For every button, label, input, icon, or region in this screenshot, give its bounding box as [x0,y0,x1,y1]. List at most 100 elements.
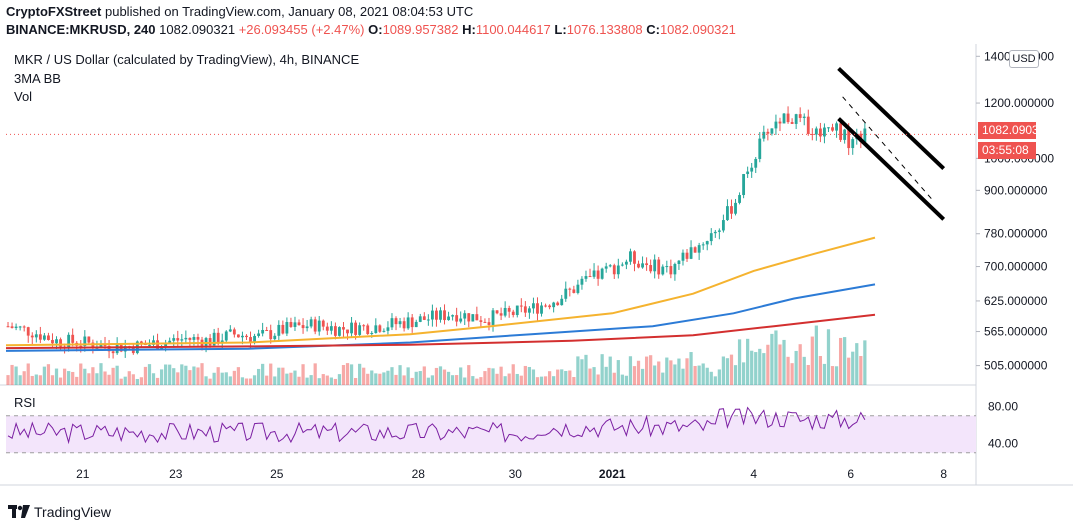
candle-body [22,326,26,328]
time-tick-label: 8 [940,467,947,481]
candle-body [519,305,523,307]
publisher-name[interactable]: CryptoFXStreet [6,4,102,19]
indicator-label[interactable]: 3MA BB [14,71,61,86]
candle-body [624,261,628,265]
price-tick-label: 780.000000 [984,227,1048,241]
volume-bar [628,356,633,385]
volume-bar [640,368,645,385]
candle-body [51,339,54,344]
candle-body [55,339,58,344]
candle-body [285,322,289,334]
candle-body [766,131,770,134]
current-price-tag: 1082.090321 [978,122,1052,139]
candle-body [839,123,843,140]
candle-body [507,307,511,312]
volume-bar [596,374,600,385]
candle-body [734,202,737,214]
candle-body [556,302,560,306]
candle-body [261,330,265,334]
volume-bar [42,366,47,385]
volume-bar [543,376,548,385]
candle-body [71,334,75,343]
volume-bar [333,378,338,385]
candle-body [600,268,604,279]
volume-bar [463,377,467,385]
volume-bar [499,366,503,385]
volume-bar [313,363,317,385]
candle-body [115,343,119,354]
candle-body [786,113,790,123]
candle-body [649,265,653,272]
volume-bar [38,375,42,385]
price-tick-label: 505.000000 [984,359,1048,373]
candle-body [402,321,406,329]
volume-bar [87,373,91,385]
volume-bar [75,376,79,385]
candle-body [309,319,313,327]
candle-body [532,303,535,309]
volume-bar [814,325,818,385]
candle-body [277,324,281,336]
candle-body [38,334,42,340]
volume-bar [657,361,661,385]
volume-bar [422,366,426,385]
candle-body [455,315,459,322]
volume-bar [758,348,762,385]
volume-bar [859,356,863,385]
candle-body [451,315,455,317]
volume-bar [721,356,726,385]
candle-body [91,342,95,349]
volume-bar [273,376,277,385]
volume-bar [321,374,325,385]
price-tick-label: 625.000000 [984,294,1048,308]
volume-bar [345,363,350,385]
candle-body [212,332,216,346]
volume-bar [495,373,499,385]
volume-bar [450,375,455,385]
candle-body [564,288,568,299]
candle-body [782,113,786,124]
tradingview-logo-icon[interactable] [8,505,30,519]
time-tick-label: 30 [509,467,523,481]
volume-bar [491,368,495,385]
candle-body [156,340,159,350]
rsi-tick-label: 80.00 [988,400,1018,414]
candle-body [503,307,507,316]
footer-brand[interactable]: TradingView [34,504,112,520]
price-tick-label: 700.000000 [984,260,1048,274]
ma-slow-line [5,313,876,350]
volume-bar [382,372,386,385]
candle-body [754,158,758,168]
candle-body [471,314,475,322]
volume-bar [762,353,766,385]
time-tick-label: 28 [412,467,426,481]
candle-body [851,139,855,149]
price-chart[interactable]: 1400.0000001200.0000001000.000000900.000… [0,44,1073,497]
volume-bar [786,356,790,385]
volume-bar [693,365,697,385]
volume-bar [46,364,51,385]
chart-title: MKR / US Dollar (calculated by TradingVi… [14,52,360,67]
volume-bar [123,376,127,385]
candle-body [168,340,172,343]
candle-body [224,331,228,341]
volume-bar [770,333,774,385]
volume-bar [766,344,770,385]
volume-bar [568,370,572,385]
candle-body [321,320,325,327]
candle-body [87,336,91,343]
candle-body [107,345,111,352]
volume-label[interactable]: Vol [14,89,33,104]
candle-body [196,337,200,340]
volume-bar [507,373,511,385]
volume-bar [741,362,746,385]
countdown-tag: 03:55:08 [978,142,1036,159]
candle-body [823,127,826,137]
currency-badge[interactable]: USD [1009,50,1039,68]
volume-bar [592,367,596,385]
volume-bar [204,376,208,385]
candle-body [552,302,556,308]
rsi-label[interactable]: RSI [14,395,36,410]
candle-body [313,319,317,332]
candle-body [253,335,256,342]
